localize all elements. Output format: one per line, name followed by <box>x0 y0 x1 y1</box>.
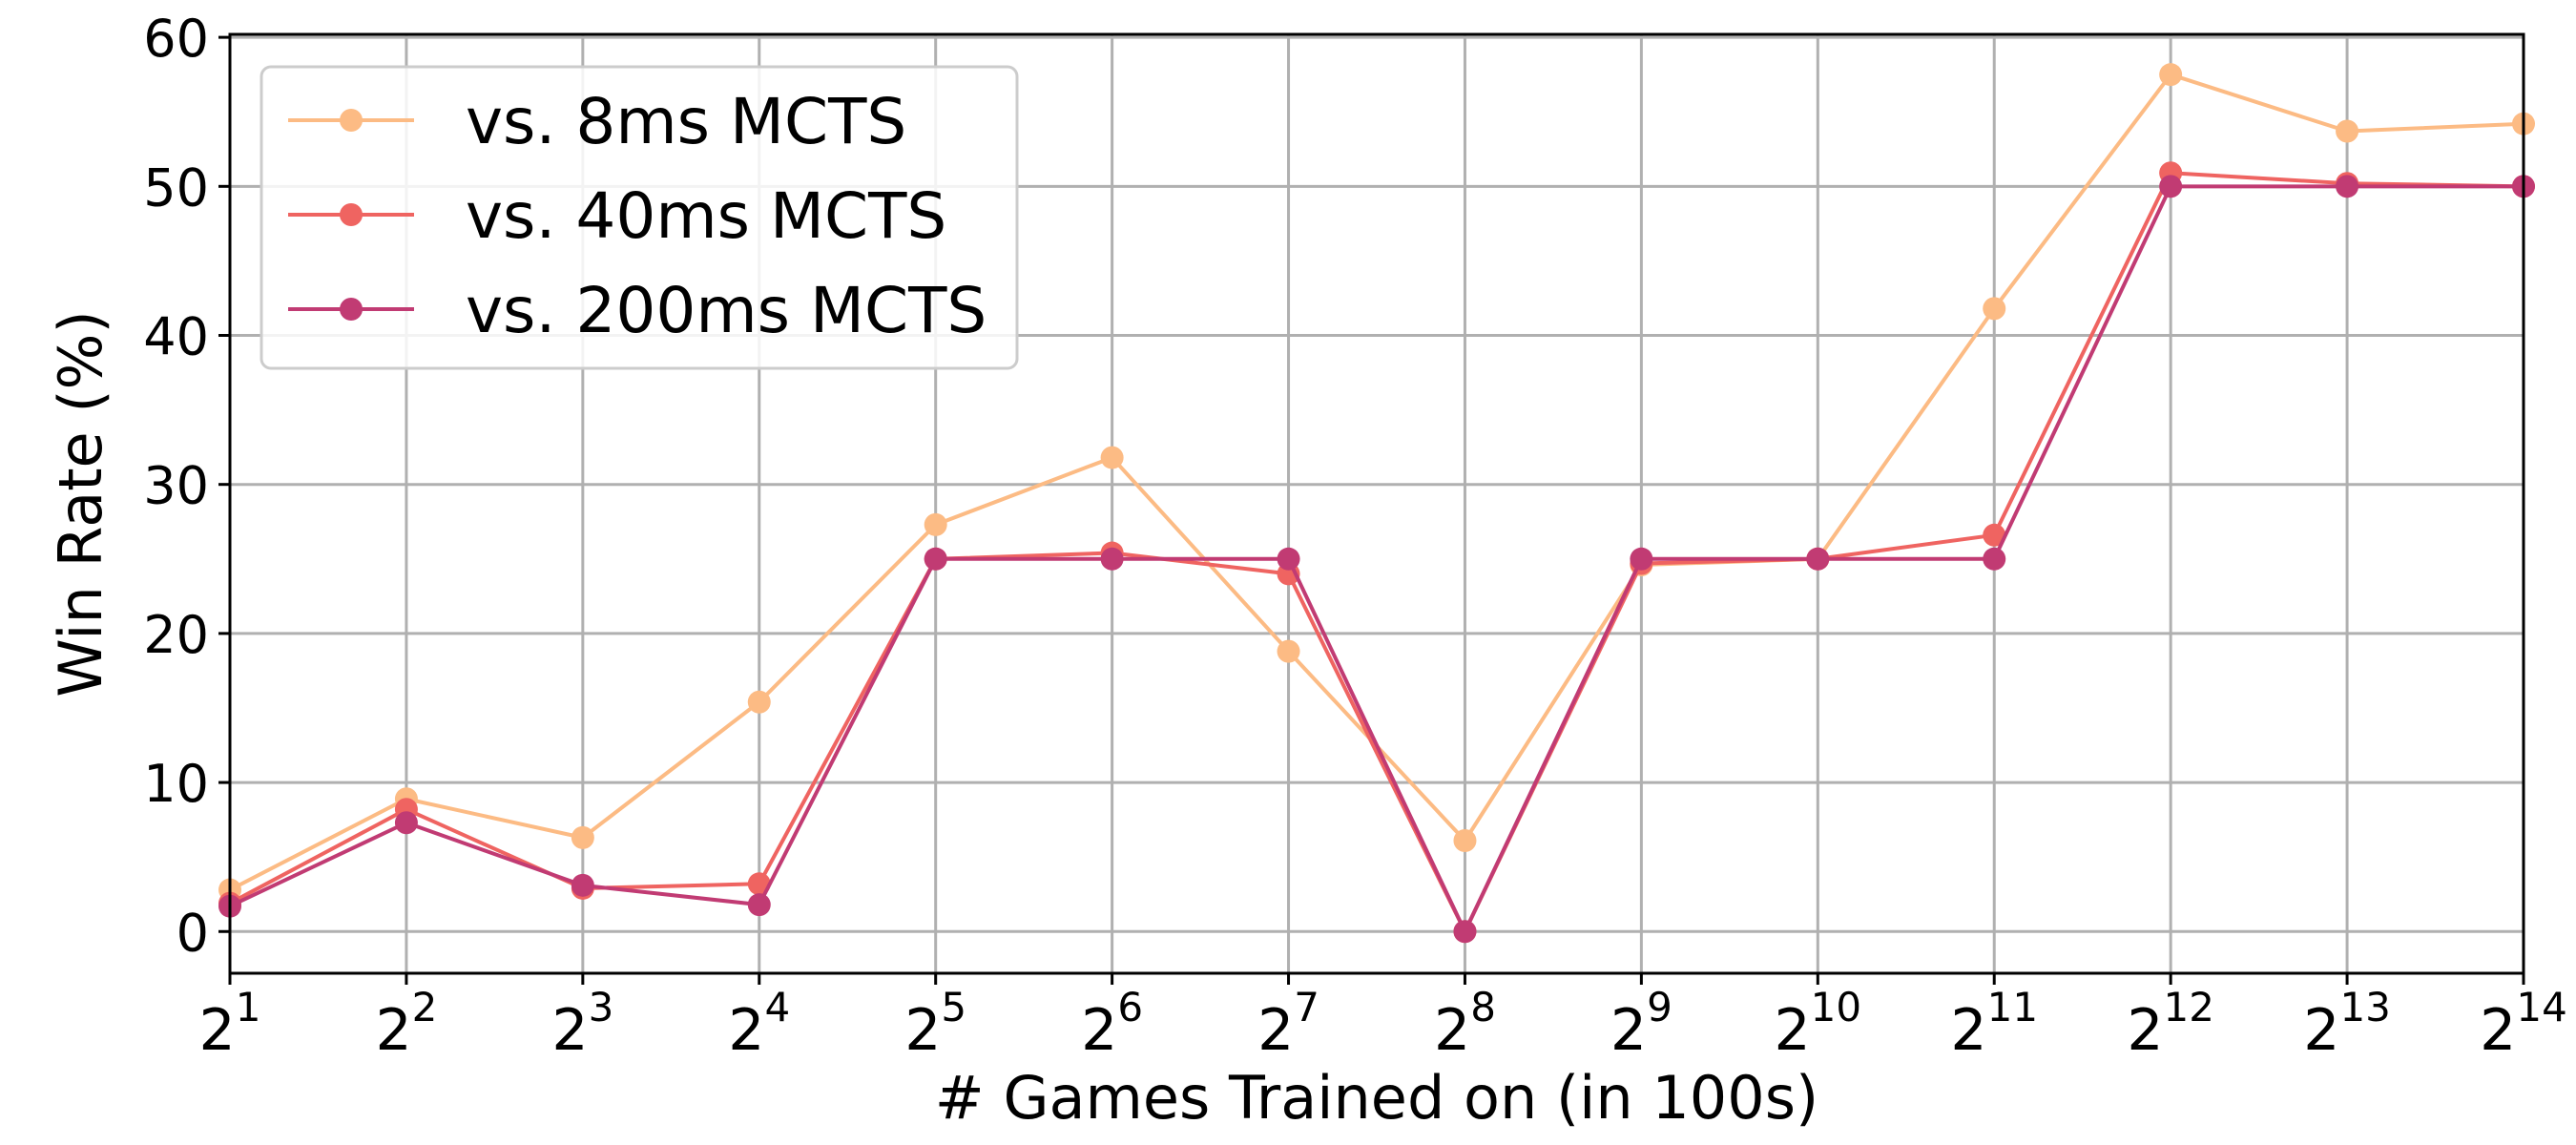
x-tick-base: 2 <box>2480 997 2516 1064</box>
legend-entry: vs. 40ms MCTS <box>288 179 946 253</box>
data-point <box>924 512 947 536</box>
data-point <box>1277 639 1300 663</box>
x-tick-label: 23 <box>551 984 613 1064</box>
x-tick-label: 28 <box>1434 984 1496 1064</box>
x-tick-label: 25 <box>904 984 966 1064</box>
x-tick-exponent: 2 <box>412 984 438 1030</box>
x-tick-label: 27 <box>1257 984 1319 1064</box>
x-tick-base: 2 <box>1610 997 1647 1064</box>
x-tick-label: 214 <box>2480 984 2567 1064</box>
x-tick-label: 212 <box>2127 984 2214 1064</box>
data-point <box>2159 63 2183 87</box>
x-axis-title: # Games Trained on (in 100s) <box>935 1063 1818 1133</box>
x-tick-base: 2 <box>1081 997 1117 1064</box>
x-tick-label: 213 <box>2303 984 2391 1064</box>
y-axis-title: Win Rate (%) <box>46 310 115 697</box>
data-point <box>571 873 594 897</box>
x-tick-exponent: 3 <box>589 984 614 1030</box>
x-tick-exponent: 5 <box>941 984 966 1030</box>
x-tick-base: 2 <box>1950 997 1986 1064</box>
legend-label: vs. 8ms MCTS <box>466 85 906 158</box>
legend-marker <box>340 298 363 321</box>
x-tick-label: 211 <box>1950 984 2038 1064</box>
legend-entries: vs. 8ms MCTS vs. 40ms MCTS vs. 200ms MCTS <box>288 85 987 347</box>
series-3 <box>218 175 2535 944</box>
x-tick-base: 2 <box>2127 997 2163 1064</box>
data-point <box>1630 547 1653 571</box>
data-point <box>1983 297 2006 321</box>
x-tick-label: 29 <box>1610 984 1672 1064</box>
x-tick-base: 2 <box>551 997 588 1064</box>
x-tick-base: 2 <box>199 997 236 1064</box>
legend-entry: vs. 200ms MCTS <box>288 274 987 347</box>
data-point <box>2159 175 2183 198</box>
x-tick-exponent: 9 <box>1647 984 1672 1030</box>
x-tick-exponent: 12 <box>2164 984 2214 1030</box>
x-tick-exponent: 13 <box>2339 984 2390 1030</box>
x-tick-exponent: 4 <box>764 984 790 1030</box>
y-tick-label: 10 <box>143 754 209 814</box>
ticks-layer: 21 22 23 24 25 26 27 28 29 210 211 212 213 2140102030… <box>143 9 2567 1064</box>
x-tick-base: 2 <box>2303 997 2339 1064</box>
x-tick-base: 2 <box>904 997 941 1064</box>
data-point <box>1453 920 1477 944</box>
plot-frame <box>228 32 2525 975</box>
data-point <box>1277 547 1300 571</box>
legend-label: vs. 40ms MCTS <box>466 179 946 253</box>
y-tick-label: 0 <box>177 903 209 963</box>
legend-label: vs. 200ms MCTS <box>466 274 987 347</box>
series-line <box>229 184 2524 934</box>
x-tick-exponent: 7 <box>1294 984 1319 1030</box>
data-point <box>2336 119 2359 143</box>
x-tick-label: 22 <box>375 984 437 1064</box>
data-point <box>1100 446 1124 469</box>
x-tick-label: 24 <box>728 984 790 1064</box>
legend-marker <box>340 203 363 226</box>
x-tick-label: 26 <box>1081 984 1143 1064</box>
data-point <box>1983 547 2006 571</box>
y-tick-label: 30 <box>143 456 209 516</box>
y-tick-label: 50 <box>143 157 209 218</box>
data-point <box>747 690 771 714</box>
legend-box <box>260 65 1019 370</box>
y-tick-label: 60 <box>143 9 209 69</box>
x-tick-exponent: 11 <box>1987 984 2038 1030</box>
data-point <box>924 547 947 571</box>
data-point <box>1983 523 2006 547</box>
x-tick-base: 2 <box>728 997 764 1064</box>
legend-marker <box>340 109 363 132</box>
legend-entry: vs. 8ms MCTS <box>288 85 906 158</box>
data-point <box>1806 547 1830 571</box>
x-tick-exponent: 6 <box>1117 984 1143 1030</box>
x-tick-exponent: 14 <box>2516 984 2566 1030</box>
x-tick-base: 2 <box>1774 997 1810 1064</box>
x-tick-exponent: 8 <box>1470 984 1496 1030</box>
series-layer <box>218 63 2535 944</box>
legend: vs. 8ms MCTS vs. 40ms MCTS vs. 200ms MCTS <box>260 65 1019 370</box>
x-tick-exponent: 10 <box>1811 984 1861 1030</box>
y-tick-label: 20 <box>143 605 209 665</box>
y-tick-label: 40 <box>143 307 209 367</box>
data-point <box>1453 828 1477 852</box>
data-point <box>394 811 418 835</box>
x-tick-base: 2 <box>1434 997 1470 1064</box>
x-tick-exponent: 1 <box>236 984 261 1030</box>
x-tick-label: 21 <box>199 984 261 1064</box>
x-tick-label: 210 <box>1774 984 1861 1064</box>
x-tick-base: 2 <box>1257 997 1294 1064</box>
data-point <box>2336 175 2359 198</box>
data-point <box>747 893 771 917</box>
data-point <box>1100 547 1124 571</box>
data-point <box>571 825 594 849</box>
x-tick-base: 2 <box>375 997 411 1064</box>
